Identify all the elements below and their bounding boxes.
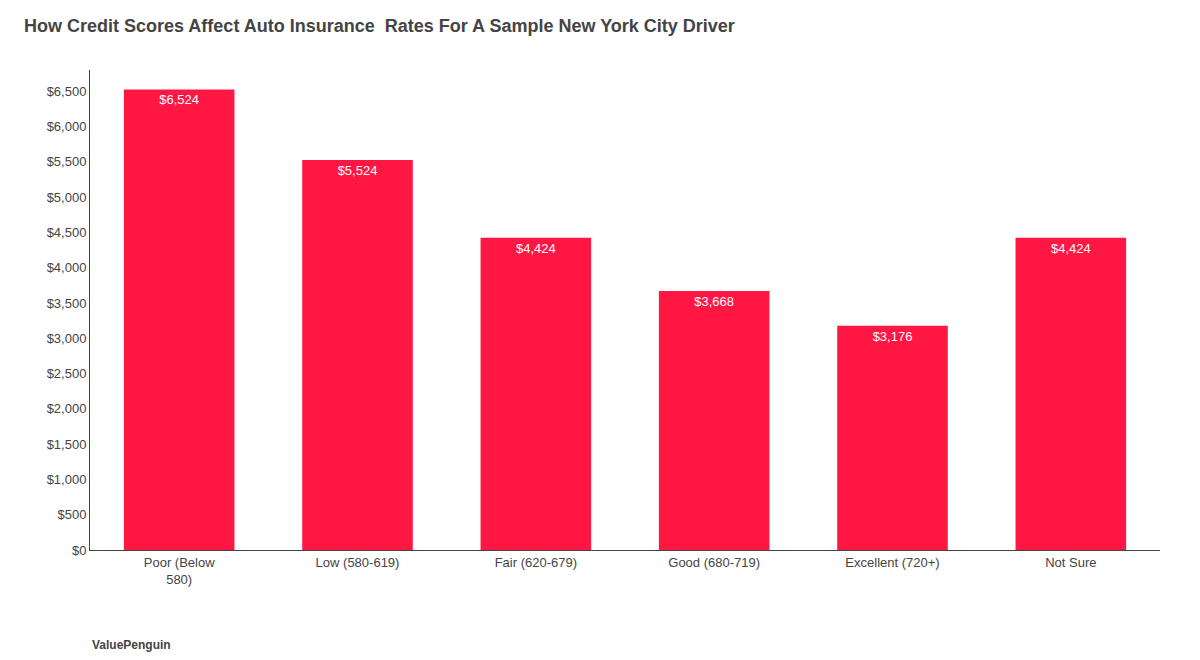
svg-text:$3,176: $3,176 xyxy=(873,329,913,344)
svg-text:$2,500: $2,500 xyxy=(47,366,87,381)
svg-text:Excellent (720+): Excellent (720+) xyxy=(845,555,939,570)
svg-text:$6,500: $6,500 xyxy=(47,84,87,99)
svg-text:$6,524: $6,524 xyxy=(159,92,199,107)
svg-text:$5,524: $5,524 xyxy=(338,163,378,178)
svg-text:Good (680-719): Good (680-719) xyxy=(668,555,760,570)
svg-text:$3,000: $3,000 xyxy=(47,331,87,346)
svg-text:$6,000: $6,000 xyxy=(47,119,87,134)
svg-text:$4,000: $4,000 xyxy=(47,260,87,275)
svg-text:$3,668: $3,668 xyxy=(694,294,734,309)
svg-text:Poor (Below580): Poor (Below580) xyxy=(144,555,215,587)
svg-text:$1,500: $1,500 xyxy=(47,437,87,452)
svg-text:ValuePenguin: ValuePenguin xyxy=(92,638,171,652)
svg-text:$4,424: $4,424 xyxy=(1051,241,1091,256)
svg-text:$2,000: $2,000 xyxy=(47,401,87,416)
svg-text:How Credit Scores Affect Auto: How Credit Scores Affect Auto Insurance … xyxy=(24,16,735,36)
svg-text:Low (580-619): Low (580-619) xyxy=(316,555,400,570)
svg-text:$1,000: $1,000 xyxy=(47,472,87,487)
svg-text:Fair (620-679): Fair (620-679) xyxy=(495,555,577,570)
svg-text:$500: $500 xyxy=(57,507,86,522)
svg-text:$5,500: $5,500 xyxy=(47,154,87,169)
svg-text:$4,500: $4,500 xyxy=(47,225,87,240)
svg-text:$0: $0 xyxy=(72,543,86,558)
svg-text:$5,000: $5,000 xyxy=(47,190,87,205)
svg-text:$4,424: $4,424 xyxy=(516,241,556,256)
svg-text:$3,500: $3,500 xyxy=(47,295,87,310)
svg-text:Not Sure: Not Sure xyxy=(1045,555,1096,570)
